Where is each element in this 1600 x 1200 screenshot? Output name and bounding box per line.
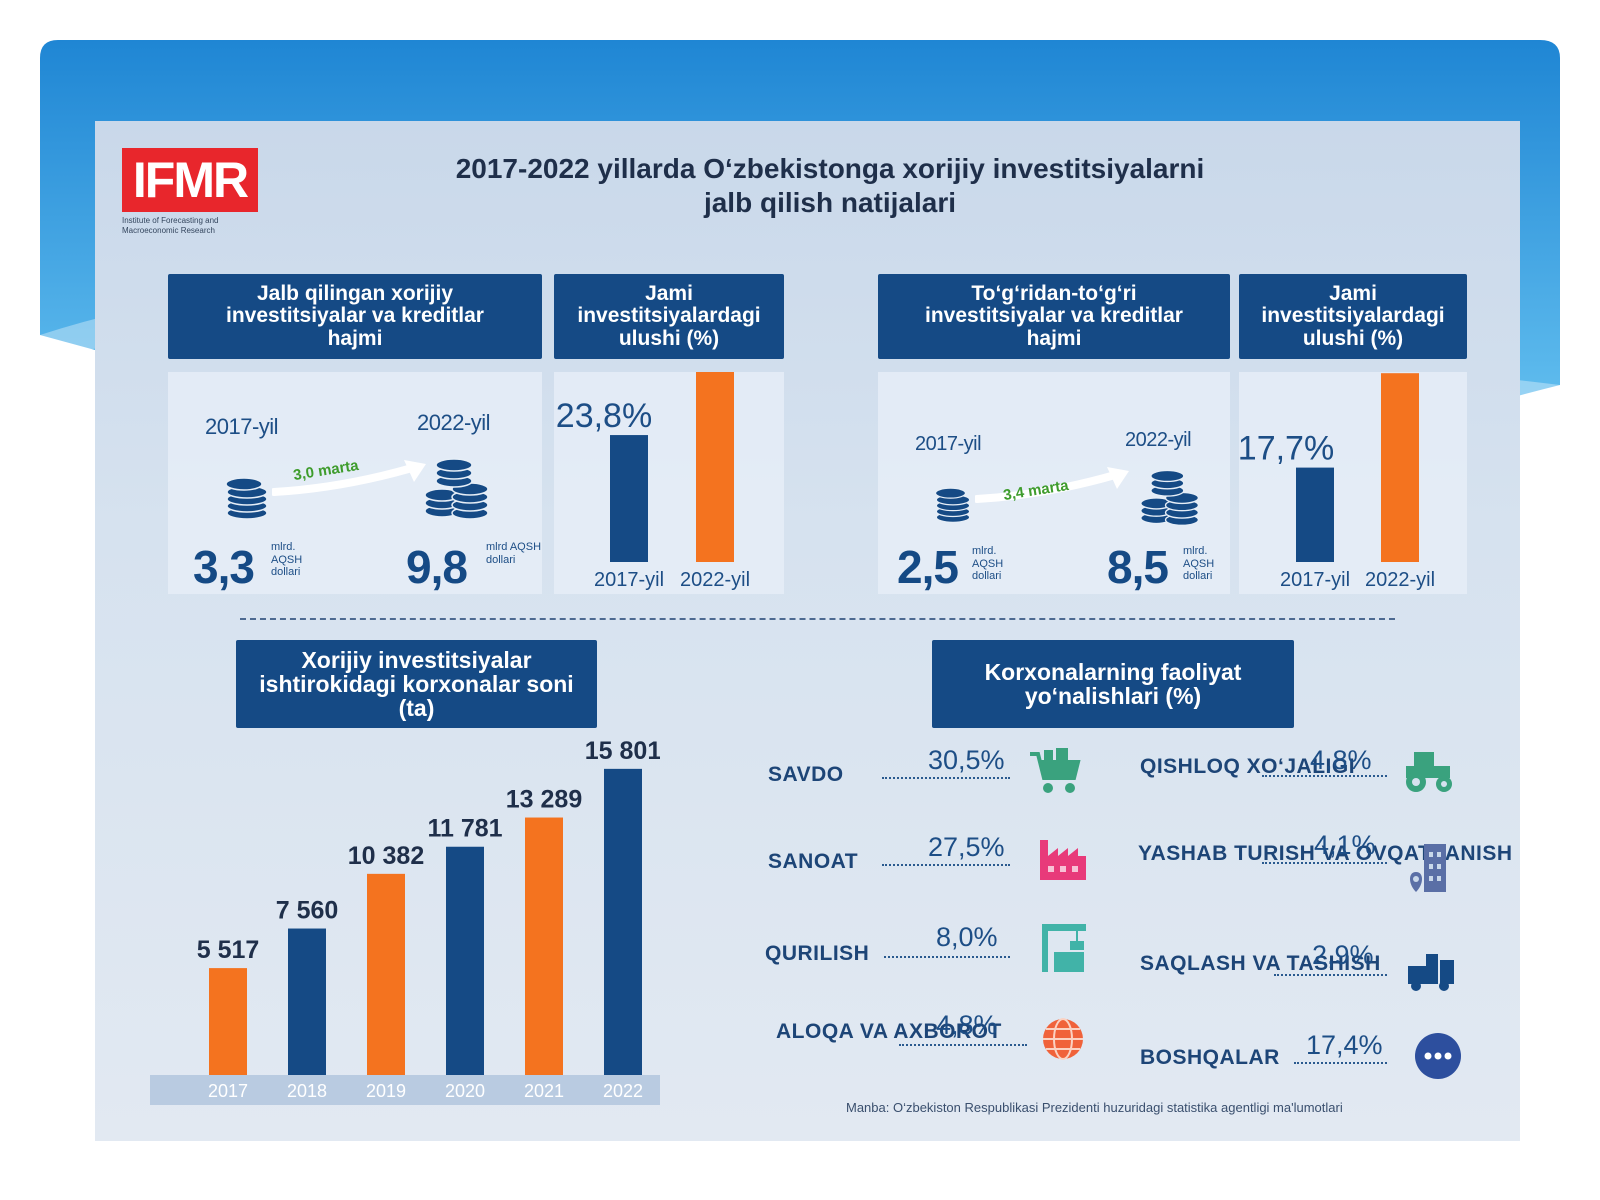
share-bar — [696, 372, 734, 562]
leader-line — [899, 1044, 1027, 1046]
leader-line — [882, 777, 1010, 779]
activity-label-qurilish: QURILISH — [765, 942, 870, 965]
enterprise-year-label: 2021 — [524, 1081, 564, 1101]
left-share-card — [554, 372, 784, 594]
activity-label-aloqa: ALOQA VA AXBOROT — [776, 1020, 1002, 1043]
enterprise-bar — [288, 928, 326, 1075]
enterprise-value-label: 11 781 — [427, 815, 502, 843]
activity-label-boshqalar: BOSHQALAR — [1140, 1046, 1280, 1069]
share-bar — [610, 435, 648, 562]
hotel-icon — [1410, 844, 1446, 892]
growth-arrow-icon — [272, 460, 426, 496]
enterprise-year-label: 2017 — [208, 1081, 248, 1101]
enterprise-year-label: 2019 — [366, 1081, 406, 1101]
left-year-to: 2022-yil — [417, 410, 491, 435]
page-title: 2017-2022 yillarda O‘zbekistonga xorijiy… — [380, 152, 1280, 220]
leader-line — [882, 864, 1010, 866]
enterprise-year-label: 2018 — [287, 1081, 327, 1101]
right-share-bar-chart: 17,7% 2017-yil 35,4% 2022-yil — [1239, 372, 1435, 591]
activity-value-yashab: 4,1% — [1314, 830, 1376, 860]
right-value-to: 8,5 — [1107, 541, 1169, 593]
activity-value-aloqa: 4,8% — [936, 1010, 998, 1040]
leader-line — [1294, 1062, 1387, 1064]
coin-stack-icon — [934, 487, 971, 523]
enterprise-value-label: 7 560 — [276, 897, 339, 925]
shopping-cart-icon — [1030, 748, 1081, 793]
share-bar — [1296, 467, 1334, 562]
leader-line — [1262, 862, 1387, 864]
activity-label-yashab: YASHAB TURISH VA OVQATLANISH — [1138, 842, 1513, 865]
left-value-from: 3,3 — [193, 541, 255, 593]
left-year-from: 2017-yil — [205, 414, 279, 439]
share-value-label: 23,8% — [556, 397, 652, 435]
activity-label-qishloq: QISHLOQ XO‘JALIGI — [1140, 755, 1356, 778]
enterprise-value-label: 13 289 — [506, 786, 582, 814]
activity-value-boshqalar: 17,4% — [1306, 1030, 1383, 1060]
header-right-share: Jami investitsiyalardagi ulushi (%) — [1239, 274, 1467, 359]
globe-network-icon — [1043, 1018, 1083, 1060]
factory-icon — [1040, 840, 1086, 880]
right-unit-to: mlrd. AQSH dollari — [1183, 545, 1215, 583]
header-left-share: Jami investitsiyalardagi ulushi (%) — [554, 274, 784, 359]
left-value-to: 9,8 — [406, 541, 468, 593]
activity-label-sanoat: SANOAT — [768, 850, 859, 873]
title-line-2: jalb qilish natijalari — [703, 187, 957, 219]
growth-arrow-icon — [975, 467, 1129, 503]
enterprise-bar — [604, 768, 642, 1075]
activity-value-saqlash: 2,9% — [1312, 940, 1374, 970]
activity-value-savdo: 30,5% — [928, 745, 1005, 775]
enterprise-bar — [209, 968, 247, 1075]
header-enterprises-count: Xorijiy investitsiyalar ishtirokidagi ko… — [236, 640, 597, 728]
left-unit-to: mlrd AQSH dollari — [486, 541, 542, 566]
header-foreign-investment-volume: Jalb qilingan xorijiy investitsiyalar va… — [168, 274, 542, 359]
truck-icon — [1408, 954, 1454, 991]
right-value-from: 2,5 — [897, 541, 959, 593]
enterprise-value-label: 10 382 — [348, 842, 424, 870]
activity-value-qurilish: 8,0% — [936, 922, 998, 952]
data-source-note: Manba: O‘zbekiston Respublikasi Preziden… — [846, 1100, 1343, 1115]
share-value-label: 17,7% — [1239, 430, 1334, 468]
tractor-icon — [1406, 752, 1452, 792]
title-line-1: 2017-2022 yillarda O‘zbekistonga xorijiy… — [455, 153, 1205, 184]
header-activity-areas: Korxonalarning faoliyat yo‘nalishlari (%… — [932, 640, 1294, 728]
share-bar — [1381, 373, 1419, 562]
enterprise-year-label: 2020 — [445, 1081, 485, 1101]
x-axis-band — [150, 1075, 660, 1105]
coin-stack-large-icon — [424, 458, 489, 520]
leader-line — [1262, 775, 1387, 777]
activity-value-qishloq: 4,8% — [1310, 745, 1372, 775]
enterprise-value-label: 5 517 — [197, 936, 260, 964]
share-value-label: 35,4% — [1328, 372, 1424, 373]
right-share-card — [1239, 372, 1467, 594]
leader-line — [1274, 974, 1387, 976]
coin-stack-icon — [225, 477, 268, 520]
coin-stack-large-icon — [1140, 469, 1200, 527]
right-year-to: 2022-yil — [1125, 429, 1192, 451]
section-divider — [240, 618, 1395, 620]
right-unit-from: mlrd. AQSH dollari — [972, 545, 1004, 583]
enterprise-bar — [446, 846, 484, 1075]
crane-icon — [1042, 924, 1086, 972]
more-dots-icon — [1415, 1033, 1461, 1079]
logo-subtitle: Institute of Forecasting and Macroeconom… — [122, 216, 219, 235]
activity-label-savdo: SAVDO — [768, 763, 844, 786]
ifmr-logo: IFMR — [122, 148, 258, 212]
enterprise-bar — [525, 817, 563, 1075]
header-direct-investment-volume: To‘g‘ridan-to‘g‘ri investitsiyalar va kr… — [878, 274, 1230, 359]
enterprises-bar-chart: 5 517 2017 7 560 2018 10 382 2019 11 781 2020 13… — [150, 740, 660, 1105]
enterprise-bar — [367, 873, 405, 1075]
right-year-from: 2017-yil — [915, 433, 982, 455]
share-category-label: 2022-yil — [680, 569, 750, 591]
enterprise-value-label: 15 801 — [585, 740, 660, 765]
left-share-bar-chart: 23,8%2017-yil40,5%2022-yil — [556, 372, 750, 591]
leader-line — [884, 956, 1010, 958]
share-category-label: 2017-yil — [594, 569, 664, 591]
enterprise-year-label: 2022 — [603, 1081, 643, 1101]
share-category-label: 2017-yil — [1280, 569, 1350, 591]
left-unit-from: mlrd. AQSH dollari — [271, 541, 303, 579]
activity-label-saqlash: SAQLASH VA TASHISH — [1140, 952, 1381, 975]
activity-value-sanoat: 27,5% — [928, 832, 1005, 862]
share-category-label: 2022-yil — [1365, 569, 1435, 591]
